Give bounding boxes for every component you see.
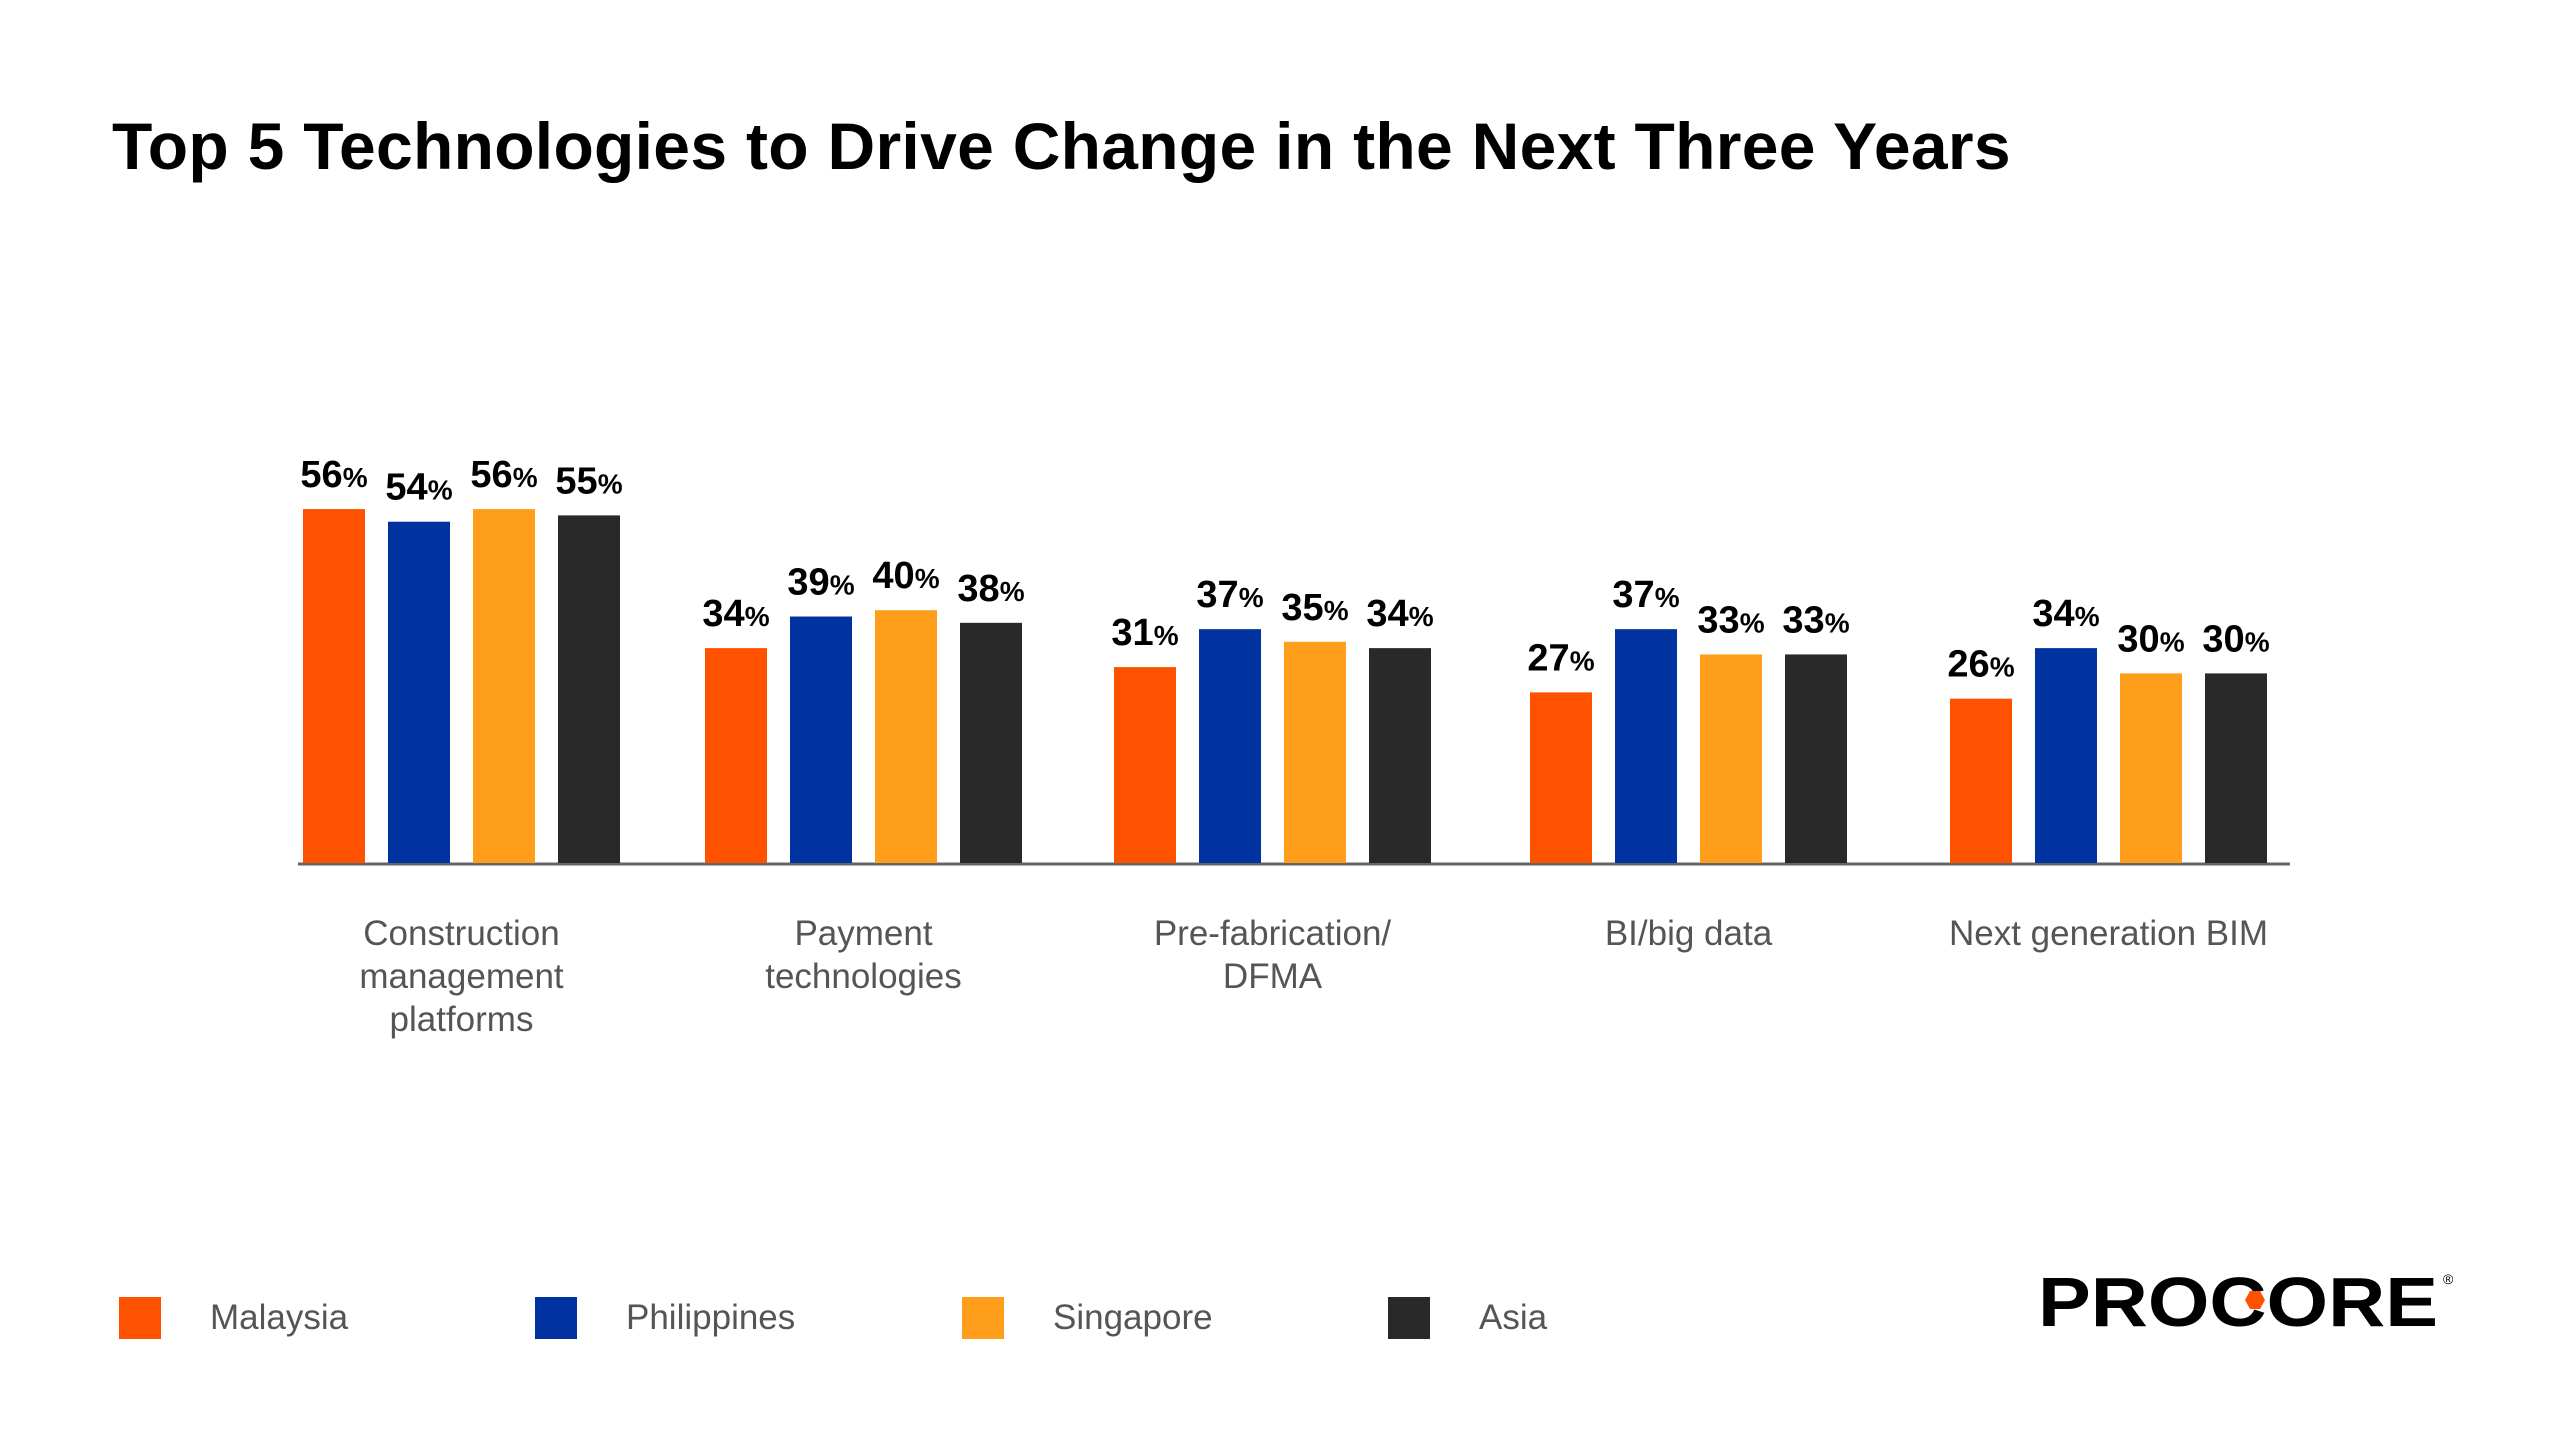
bar-philippines-2 bbox=[1199, 629, 1261, 863]
legend-item-asia: Asia bbox=[1388, 1297, 1547, 1339]
data-label: 56% bbox=[470, 454, 537, 496]
legend-item-philippines: Philippines bbox=[535, 1297, 795, 1339]
legend-item-singapore: Singapore bbox=[962, 1297, 1213, 1339]
chart-title: Top 5 Technologies to Drive Change in th… bbox=[112, 109, 2011, 183]
data-label: 39% bbox=[787, 562, 854, 604]
data-label: 30% bbox=[2117, 618, 2184, 660]
data-label: 38% bbox=[957, 568, 1024, 610]
bar-singapore-4 bbox=[2120, 673, 2182, 863]
data-label: 56% bbox=[300, 454, 367, 496]
legend-swatch bbox=[962, 1297, 1004, 1339]
category-label: Pre-fabrication/DFMA bbox=[1154, 914, 1392, 996]
bar-malaysia-0 bbox=[303, 509, 365, 863]
bar-singapore-0 bbox=[473, 509, 535, 863]
category-label: BI/big data bbox=[1605, 914, 1773, 953]
bar-philippines-4 bbox=[2035, 648, 2097, 863]
data-label: 31% bbox=[1111, 612, 1178, 654]
procore-logo: PROCORE ® bbox=[2038, 1268, 2454, 1334]
bar-asia-0 bbox=[558, 515, 620, 863]
data-label: 37% bbox=[1612, 574, 1679, 616]
bar-malaysia-3 bbox=[1530, 692, 1592, 863]
data-label: 34% bbox=[2032, 593, 2099, 635]
data-label: 33% bbox=[1782, 599, 1849, 641]
data-label: 26% bbox=[1947, 644, 2014, 686]
data-label: 33% bbox=[1697, 599, 1764, 641]
data-label: 27% bbox=[1527, 637, 1594, 679]
category-label: Payment technologies bbox=[765, 914, 962, 996]
legend-label: Philippines bbox=[626, 1298, 796, 1337]
legend-label: Singapore bbox=[1053, 1298, 1213, 1337]
bar-philippines-1 bbox=[790, 616, 852, 863]
data-label: 34% bbox=[1366, 593, 1433, 635]
legend-label: Malaysia bbox=[210, 1298, 349, 1337]
data-label: 40% bbox=[872, 555, 939, 597]
bar-malaysia-2 bbox=[1114, 667, 1176, 863]
bar-singapore-2 bbox=[1284, 641, 1346, 863]
data-label: 54% bbox=[385, 467, 452, 509]
bar-asia-3 bbox=[1785, 654, 1847, 863]
logo-hexagon-icon bbox=[2245, 1291, 2265, 1309]
bar-malaysia-4 bbox=[1950, 698, 2012, 863]
data-label: 55% bbox=[555, 460, 622, 502]
legend-label: Asia bbox=[1479, 1298, 1548, 1337]
legend-swatch bbox=[119, 1297, 161, 1339]
category-label: Construction management platforms bbox=[359, 914, 564, 1039]
data-label: 35% bbox=[1281, 587, 1348, 629]
bar-asia-4 bbox=[2205, 673, 2267, 863]
bar-philippines-0 bbox=[388, 521, 450, 863]
legend-item-malaysia: Malaysia bbox=[119, 1297, 348, 1339]
bar-asia-1 bbox=[960, 622, 1022, 863]
bar-singapore-3 bbox=[1700, 654, 1762, 863]
bar-chart: 56% 54% 56% 55% Construction management platfo… bbox=[298, 454, 2290, 1039]
legend-swatch bbox=[1388, 1297, 1430, 1339]
bar-asia-2 bbox=[1369, 648, 1431, 863]
svg-text:®: ® bbox=[2443, 1271, 2454, 1287]
data-label: 34% bbox=[702, 593, 769, 635]
legend-swatch bbox=[535, 1297, 577, 1339]
bar-singapore-1 bbox=[875, 610, 937, 863]
data-label: 30% bbox=[2202, 618, 2269, 660]
bar-philippines-3 bbox=[1615, 629, 1677, 863]
category-label: Next generation BIM bbox=[1949, 914, 2268, 953]
svg-text:PROCORE: PROCORE bbox=[2038, 1268, 2438, 1334]
data-label: 37% bbox=[1196, 574, 1263, 616]
bar-malaysia-1 bbox=[705, 648, 767, 863]
